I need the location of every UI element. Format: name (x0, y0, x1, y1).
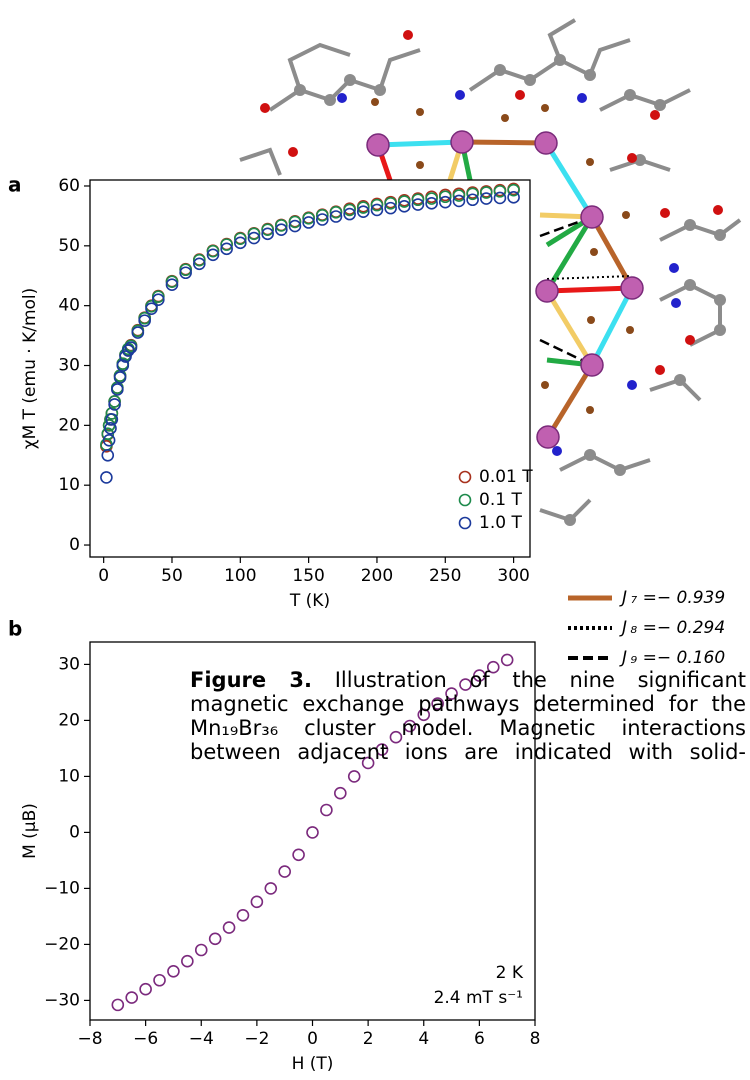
y-tick-label: 10 (58, 475, 80, 495)
y-tick-label: 20 (58, 415, 80, 435)
caption-label: Figure 3. (190, 668, 312, 692)
exchange-legend-label: J ₉ =− 0.160 (619, 648, 725, 668)
x-tick-label: −4 (189, 1029, 214, 1049)
x-tick-label: 300 (497, 566, 529, 586)
x-tick-label: 0 (307, 1029, 318, 1049)
x-tick-label: 50 (161, 566, 183, 586)
legend-label: 0.01 T (479, 467, 533, 487)
legend-label: 0.1 T (479, 490, 522, 510)
y-tick-label: 30 (58, 654, 80, 674)
exchange-legend-label: J ₈ =− 0.294 (619, 618, 725, 638)
plot-area (90, 180, 530, 557)
x-tick-label: 4 (418, 1029, 429, 1049)
figure: J ₇ =− 0.939 J ₈ =− 0.294 J ₉ =− 0.160 a… (0, 0, 750, 1080)
x-tick-label: 100 (224, 566, 256, 586)
x-tick-label: 200 (361, 566, 393, 586)
y-tick-label: 10 (58, 766, 80, 786)
y-tick-label: −10 (44, 878, 80, 898)
x-tick-label: 250 (429, 566, 461, 586)
panel-label: a (8, 173, 22, 197)
annotation: 2.4 mT s⁻¹ (434, 988, 523, 1008)
x-axis-label: T (K) (289, 591, 330, 611)
page: {"panel_labels": ["a", "b"], "exchange_l… (0, 0, 750, 1080)
y-tick-label: 0 (69, 535, 80, 555)
chart: 0 50 100 150 200 250 300 0 10 20 30 40 50 60 T (K) χM T… (20, 176, 533, 611)
y-tick-label: 40 (58, 296, 80, 316)
y-axis-label: M (μB) (20, 803, 40, 859)
x-tick-label: −6 (133, 1029, 158, 1049)
figure-caption: Figure 3. Illustration of the nine signi… (190, 668, 746, 764)
x-tick-label: −8 (77, 1029, 102, 1049)
y-tick-label: 30 (58, 356, 80, 376)
x-tick-label: −2 (244, 1029, 269, 1049)
x-tick-label: 8 (530, 1029, 541, 1049)
x-tick-label: 6 (474, 1029, 485, 1049)
y-tick-label: −20 (44, 934, 80, 954)
y-tick-label: 0 (69, 822, 80, 842)
y-tick-label: 50 (58, 236, 80, 256)
y-tick-label: 20 (58, 710, 80, 730)
panel-label: b (8, 617, 22, 641)
exchange-legend-label: J ₇ =− 0.939 (619, 588, 725, 608)
legend-label: 1.0 T (479, 513, 522, 533)
y-axis-label: χM T (emu · K/mol) (20, 288, 40, 450)
y-tick-label: 60 (58, 176, 80, 196)
x-axis-label: H (T) (292, 1054, 334, 1074)
x-tick-label: 150 (292, 566, 324, 586)
annotation: 2 K (496, 963, 524, 983)
y-tick-label: −30 (44, 990, 80, 1010)
x-tick-label: 0 (98, 566, 109, 586)
x-tick-label: 2 (363, 1029, 374, 1049)
